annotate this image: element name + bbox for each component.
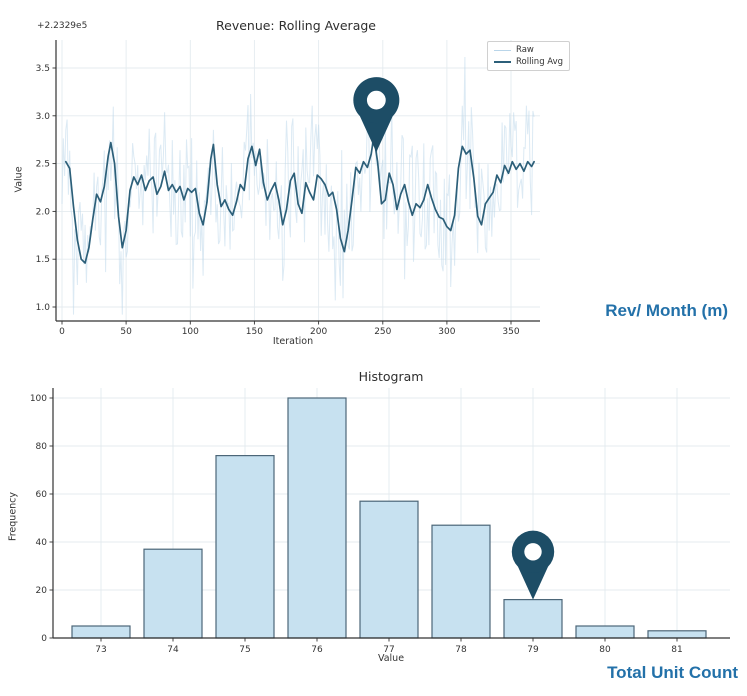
hist-y-tick-label: 20: [36, 586, 48, 596]
x-tick-label: 0: [59, 327, 65, 337]
x-tick-label: 150: [246, 327, 263, 337]
hist-y-tick-label: 40: [36, 538, 48, 548]
top-ylabel: Value: [13, 166, 25, 193]
hist-x-tick-label: 73: [95, 645, 106, 655]
histogram-bar: [647, 630, 707, 639]
raw-line-swatch: [494, 49, 511, 51]
hist-y-tick-label: 60: [36, 490, 48, 500]
total-unit-annotation: Total Unit Count: [607, 663, 738, 682]
histogram-bar: [215, 455, 275, 639]
legend-label-raw: Raw: [516, 45, 534, 55]
histogram-bar: [575, 625, 635, 639]
hist-x-tick-label: 79: [527, 645, 539, 655]
hist-x-tick-label: 81: [671, 645, 682, 655]
hist-x-tick-label: 80: [599, 645, 611, 655]
x-tick-label: 100: [182, 327, 199, 337]
top-chart-title: Revenue: Rolling Average: [216, 18, 376, 33]
rev-month-annotation: Rev/ Month (m): [605, 301, 728, 320]
histogram-bar: [503, 598, 563, 639]
histogram-title: Histogram: [358, 369, 424, 384]
legend-row-raw: Raw: [494, 46, 563, 55]
rolling-avg-line: [64, 135, 535, 264]
map-pin-marker-histogram: [511, 530, 555, 600]
hist-x-tick-label: 77: [383, 645, 394, 655]
y-tick-label: 2.0: [36, 207, 51, 217]
raw-series-line: [61, 56, 535, 315]
histogram-bar: [431, 524, 491, 639]
histogram-bar: [287, 397, 347, 639]
hist-y-tick-label: 0: [41, 634, 47, 644]
y-tick-label: 3.5: [36, 64, 50, 74]
y-offset-label: +2.2329e5: [37, 21, 88, 31]
y-tick-label: 2.5: [36, 160, 50, 170]
hist-xlabel: Value: [377, 653, 405, 664]
x-tick-label: 50: [120, 327, 132, 337]
histogram-bar: [359, 500, 419, 639]
legend: Raw Rolling Avg: [487, 41, 571, 71]
y-tick-label: 3.0: [36, 112, 51, 122]
hist-x-tick-label: 78: [455, 645, 467, 655]
y-tick-label: 1.0: [36, 303, 51, 313]
x-tick-label: 300: [438, 327, 455, 337]
x-tick-label: 350: [502, 327, 519, 337]
histogram-bar: [143, 548, 203, 639]
legend-label-rolling: Rolling Avg: [516, 56, 564, 67]
hist-y-tick-label: 80: [36, 442, 48, 452]
top-xlabel: Iteration: [272, 336, 314, 347]
rolling-avg-line-swatch: [494, 60, 511, 63]
hist-x-tick-label: 76: [311, 645, 323, 655]
hist-x-tick-label: 75: [239, 645, 250, 655]
hist-y-tick-label: 100: [30, 394, 47, 404]
y-tick-label: 1.5: [36, 255, 50, 265]
map-pin-marker-top: [353, 77, 400, 153]
histogram-bar: [71, 625, 131, 639]
hist-ylabel: Frequency: [7, 491, 19, 542]
legend-row-rolling: Rolling Avg: [494, 56, 564, 67]
x-tick-label: 200: [310, 327, 327, 337]
hist-x-tick-label: 74: [167, 645, 179, 655]
x-tick-label: 250: [374, 327, 391, 337]
